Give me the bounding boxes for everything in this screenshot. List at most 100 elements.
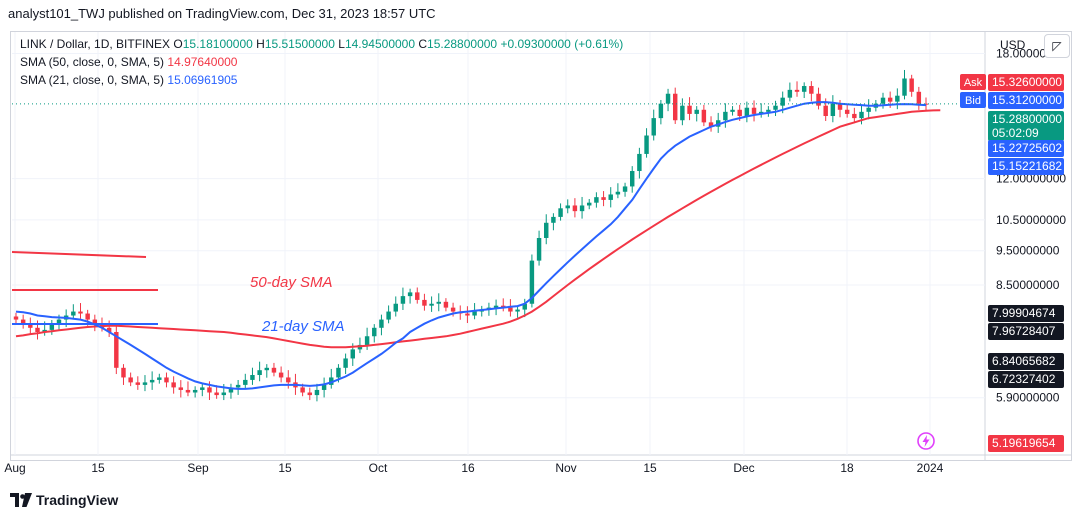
candle-body <box>665 93 671 104</box>
candle-body <box>651 118 656 136</box>
annotation-line-red <box>11 251 147 258</box>
candle-body <box>809 86 814 94</box>
candle-body <box>551 216 556 223</box>
price-tag-value: 15.32600000 <box>992 75 1062 89</box>
candle-body <box>644 135 649 154</box>
price-tag-bg <box>988 371 1064 388</box>
y-tick-label: 10.50000000 <box>996 213 1066 227</box>
x-tick-label: Aug <box>4 461 25 475</box>
price-tag-countdown: 05:02:09 <box>992 126 1039 140</box>
candle-body <box>200 387 205 390</box>
candle-body <box>694 109 699 114</box>
x-tick-label: 15 <box>643 461 657 475</box>
candle-body <box>171 382 176 388</box>
price-tag-label-bg <box>960 92 986 108</box>
candle-body <box>336 367 341 378</box>
candle-body <box>300 387 305 393</box>
candle-body <box>622 186 628 192</box>
candle-body <box>436 301 441 304</box>
open-label: O <box>173 37 183 51</box>
price-tag-value: 15.22725602 <box>992 141 1062 155</box>
candle-body <box>92 319 98 324</box>
candle-body <box>787 89 793 98</box>
candle-body <box>866 107 871 112</box>
candle-body <box>708 122 714 127</box>
candle-body <box>379 319 384 328</box>
footer: TradingView <box>10 490 118 510</box>
candle-body <box>687 105 692 114</box>
candle-body <box>601 197 606 200</box>
candle-body <box>558 208 563 217</box>
candle-body <box>106 327 112 332</box>
candle-body <box>85 313 90 320</box>
candle-body <box>157 377 162 380</box>
publish-header: analyst101_TWJ published on TradingView.… <box>0 0 1080 30</box>
candle-body <box>443 301 449 308</box>
y-tick-label: 5.90000000 <box>996 391 1060 405</box>
candle-body <box>243 379 248 385</box>
candle-body <box>271 367 277 373</box>
candle-body <box>450 307 456 312</box>
candle-body <box>121 367 126 378</box>
change-value: +0.09300000 (+0.61%) <box>500 37 624 51</box>
collapse-icon[interactable]: ◸ <box>1044 34 1070 58</box>
candle-body <box>465 313 470 316</box>
candle-body <box>42 329 47 332</box>
tradingview-brand[interactable]: TradingView <box>36 492 119 508</box>
candle-body <box>149 379 155 383</box>
candle-body <box>493 305 499 308</box>
tradingview-logo-icon[interactable] <box>10 493 32 507</box>
candle-body <box>135 382 141 385</box>
candle-body <box>178 387 184 390</box>
candle-body <box>529 260 535 304</box>
candle-body <box>28 323 33 328</box>
bolt-icon[interactable] <box>916 431 936 451</box>
candle-body <box>329 377 334 385</box>
high-value: 15.51500000 <box>264 37 335 51</box>
candle-body <box>13 316 19 320</box>
x-tick-label: 15 <box>91 461 105 475</box>
candle-body <box>816 93 821 106</box>
candle-body <box>350 349 355 359</box>
candle-body <box>572 205 578 212</box>
price-tag-bg <box>988 435 1064 452</box>
sma50-row[interactable]: SMA (50, close, 0, SMA, 5) 14.97640000 <box>20 53 623 71</box>
candle-body <box>235 384 241 388</box>
currency-label[interactable]: USD <box>1000 38 1026 52</box>
candle-body <box>314 389 320 396</box>
candle-body <box>422 299 427 306</box>
candle-body <box>544 222 549 238</box>
sma50-line <box>15 109 941 349</box>
candle-body <box>214 392 219 396</box>
candle-body <box>164 377 169 383</box>
candle-body <box>286 377 291 383</box>
open-value: 15.18100000 <box>182 37 253 51</box>
candle-body <box>780 97 785 106</box>
symbol-label[interactable]: LINK / Dollar, 1D, BITFINEX <box>20 37 171 51</box>
sma21-row[interactable]: SMA (21, close, 0, SMA, 5) 15.06961905 <box>20 71 623 89</box>
candle-body <box>859 111 864 119</box>
candle-body <box>114 331 119 368</box>
close-label: C <box>418 37 428 51</box>
candle-body <box>472 311 477 316</box>
y-tick-label: 8.50000000 <box>996 278 1060 292</box>
candle-body <box>20 319 26 324</box>
candle-body <box>615 191 621 195</box>
candle-body <box>364 336 370 345</box>
y-tick-label: 12.00000000 <box>996 172 1066 186</box>
candle-body <box>35 327 40 332</box>
candle-body <box>723 111 728 121</box>
candle-body <box>192 389 198 393</box>
candle-body <box>343 358 348 368</box>
ohlc-row: LINK / Dollar, 1D, BITFINEX O15.18100000… <box>20 35 623 53</box>
candle-body <box>737 109 742 117</box>
candle-body <box>758 111 764 114</box>
candle-body <box>221 392 227 396</box>
price-tag-value: 6.84065682 <box>992 354 1056 368</box>
candle-body <box>594 197 599 203</box>
candle-body <box>407 292 413 297</box>
x-tick-label: 18 <box>840 461 854 475</box>
price-tag-value: 6.72327402 <box>992 372 1056 386</box>
low-value: 14.94500000 <box>344 37 416 51</box>
